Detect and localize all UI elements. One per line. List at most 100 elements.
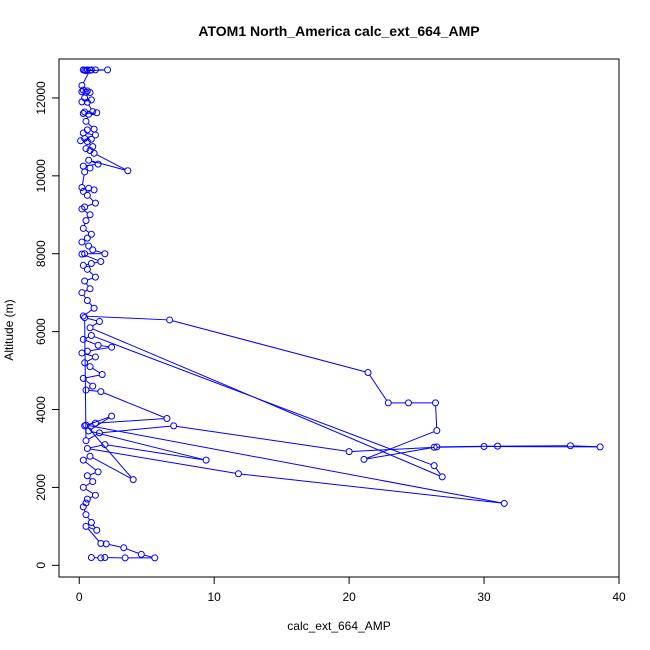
series-segment (90, 417, 110, 430)
data-point (166, 316, 174, 324)
series-segment (87, 277, 93, 281)
data-point (364, 369, 372, 377)
data-point (81, 108, 89, 116)
series-segment (81, 174, 85, 185)
data-point (79, 312, 87, 320)
data-point (79, 335, 87, 343)
data-point (93, 109, 101, 117)
y-axis: 0 2000 4000 6000 8000 10000 12000 (34, 81, 60, 569)
data-point (91, 491, 99, 499)
data-point (86, 285, 94, 293)
data-point (91, 199, 99, 207)
data-point (566, 442, 574, 450)
data-point (94, 468, 102, 476)
y-tick-label: 2000 (34, 474, 48, 501)
y-tick-label: 12000 (34, 81, 48, 115)
series-segment (437, 446, 482, 448)
data-point (87, 135, 95, 143)
data-point (170, 422, 178, 430)
data-point (234, 470, 242, 478)
series-segment (89, 197, 94, 202)
data-point (596, 443, 604, 451)
data-point (108, 343, 116, 351)
data-point (95, 429, 103, 437)
series-segment (85, 229, 90, 233)
data-point (120, 544, 128, 552)
data-point (83, 66, 91, 74)
data-point (83, 234, 91, 242)
series-segment (144, 554, 153, 558)
series-segment (91, 160, 96, 164)
data-point (94, 341, 102, 349)
data-point (431, 399, 439, 407)
series-segment (92, 367, 100, 374)
data-point (87, 332, 95, 340)
data-point (98, 370, 106, 378)
series-segment (96, 154, 126, 170)
data-point (79, 456, 87, 464)
data-point (81, 314, 89, 322)
series-segment (88, 104, 92, 110)
data-point (85, 110, 93, 118)
series-segment (84, 320, 87, 438)
x-tick-label: 20 (342, 590, 356, 604)
series-segment (95, 250, 103, 254)
data-point (86, 324, 94, 332)
series-segment (85, 379, 91, 385)
series-segment (85, 340, 96, 345)
data-point (345, 448, 353, 456)
data-point (86, 211, 94, 219)
data-point (83, 98, 91, 106)
data-point (433, 443, 441, 451)
series-segment (90, 444, 103, 449)
data-point (433, 427, 441, 435)
x-axis-label: calc_ext_664_AMP (287, 619, 390, 633)
x-tick-label: 30 (477, 590, 491, 604)
data-point (87, 230, 95, 238)
data-point (89, 246, 97, 254)
data-point (101, 250, 109, 258)
data-point (82, 67, 90, 75)
series-segment (126, 548, 139, 554)
series-segment (94, 261, 98, 264)
data-point (82, 145, 90, 153)
series-segment (86, 132, 93, 135)
x-tick-label: 10 (208, 590, 222, 604)
data-point (83, 191, 91, 199)
data-point (97, 540, 105, 548)
series-segment (91, 160, 126, 171)
y-tick-label: 6000 (34, 318, 48, 345)
data-point (91, 353, 99, 361)
data-point (78, 98, 86, 106)
data-point (102, 540, 110, 548)
data-point (86, 164, 94, 172)
data-point (101, 441, 109, 449)
series-segment (87, 317, 97, 322)
series-segment (102, 425, 171, 434)
data-point (85, 427, 93, 435)
data-point (83, 444, 91, 452)
data-point (87, 96, 95, 104)
data-point (90, 304, 98, 312)
y-tick-label: 10000 (34, 159, 48, 193)
data-point (82, 437, 90, 445)
data-point (81, 359, 89, 367)
data-point (163, 414, 171, 422)
x-axis: 0 10 20 30 40 (76, 576, 626, 604)
data-point (129, 476, 137, 484)
series-segment (84, 210, 88, 214)
data-point (137, 550, 145, 558)
data-point (91, 419, 99, 427)
data-point (78, 349, 86, 357)
data-point (87, 518, 95, 526)
data-point (438, 473, 446, 481)
data-point (83, 296, 91, 304)
data-point (82, 117, 90, 125)
series-segment (85, 482, 91, 487)
data-point (78, 289, 86, 297)
x-tick-label: 40 (612, 590, 626, 604)
data-point (78, 184, 86, 192)
data-point (91, 273, 99, 281)
